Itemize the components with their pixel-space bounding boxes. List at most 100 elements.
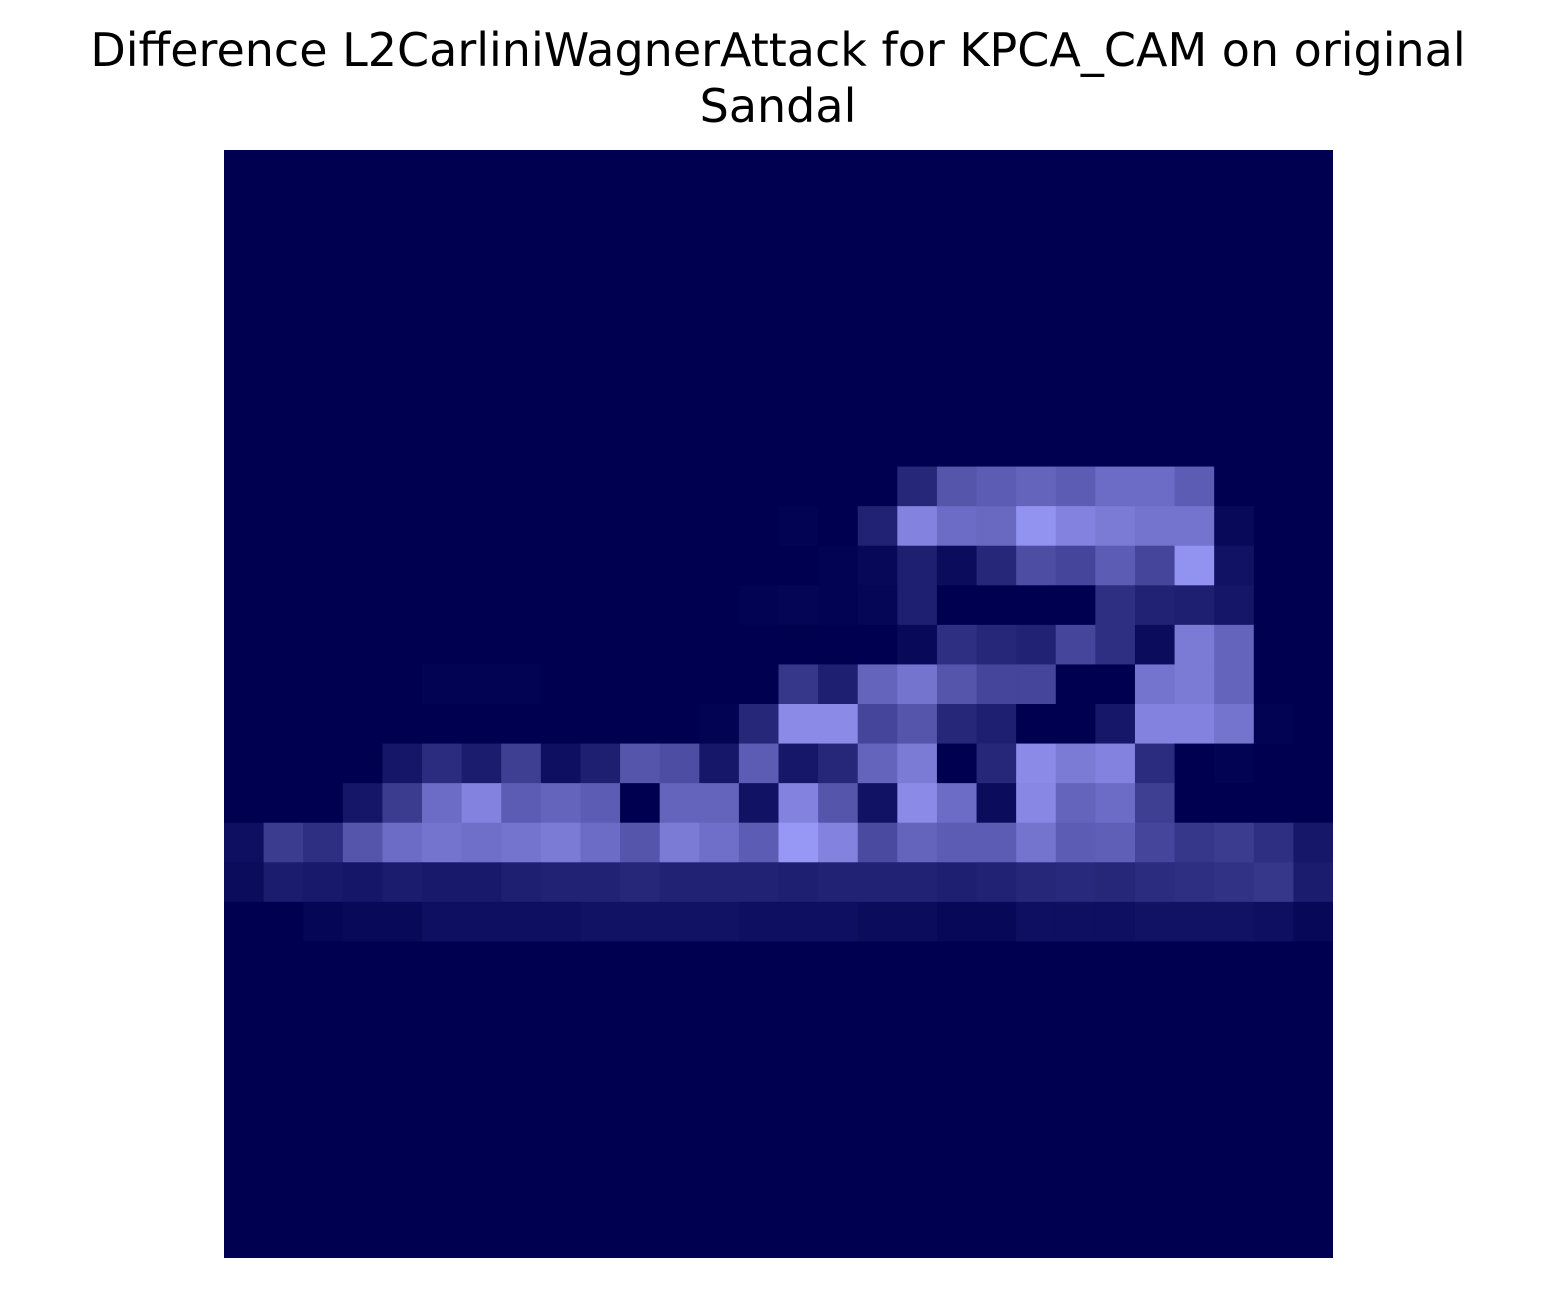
heatmap-cell [1253,150,1294,191]
heatmap-cell [620,783,661,824]
heatmap-cell [224,308,265,349]
heatmap-cell [1134,466,1176,507]
heatmap-cell [1214,466,1255,507]
heatmap-cell [224,1139,265,1180]
heatmap-cell [1134,664,1176,705]
heatmap-cell [1055,308,1096,349]
heatmap-cell [1293,941,1333,982]
heatmap-cell [540,229,582,270]
heatmap-cell [342,1060,384,1101]
heatmap-cell [263,545,304,586]
heatmap-cell [897,268,938,309]
heatmap-cell [1174,981,1215,1022]
heatmap-cell [936,901,978,943]
heatmap-cell [1095,981,1136,1022]
heatmap-cell [1174,189,1215,230]
heatmap-cell [263,822,304,863]
heatmap-cell [342,981,384,1022]
heatmap-cell [778,941,819,982]
heatmap-cell [1134,268,1176,309]
heatmap-cell [976,704,1017,745]
heatmap-cell [699,664,740,705]
heatmap-cell [1174,229,1215,270]
heatmap-cell [699,1139,740,1180]
heatmap-cell [382,506,423,547]
heatmap-cell [1016,941,1057,982]
heatmap-cell [263,466,304,507]
heatmap-cell [1016,268,1057,309]
heatmap-cell [422,624,463,666]
heatmap-cell [382,1099,423,1140]
heatmap-cell [1134,387,1176,428]
heatmap-cell [422,1099,463,1140]
heatmap-cell [1174,150,1215,191]
heatmap-cell [699,743,740,784]
heatmap-cell [303,268,344,309]
heatmap-cell [461,1139,502,1180]
heatmap-cell [1174,347,1215,389]
heatmap-cell [461,1060,502,1101]
heatmap-cell [1253,1099,1294,1140]
heatmap-cell [1055,545,1096,586]
heatmap-cell [461,1178,502,1220]
heatmap-cell [1214,862,1255,903]
heatmap-cell [303,1060,344,1101]
heatmap-cell [1134,506,1176,547]
heatmap-cell [540,585,582,626]
heatmap-cell [897,466,938,507]
heatmap-cell [1055,1139,1096,1180]
heatmap-cell [897,664,938,705]
heatmap-cell [897,229,938,270]
heatmap-cell [1095,783,1136,824]
heatmap-cell [382,268,423,309]
heatmap-cell [1055,506,1096,547]
heatmap-cell [1253,545,1294,586]
heatmap-cell [1055,466,1096,507]
heatmap-cell [1174,506,1215,547]
heatmap-cell [976,308,1017,349]
heatmap-cell [620,1099,661,1140]
heatmap-cell [620,704,661,745]
heatmap-cell [540,506,582,547]
heatmap-cell [1293,466,1333,507]
heatmap-cell [540,308,582,349]
heatmap-cell [540,1099,582,1140]
heatmap-cell [897,150,938,191]
heatmap-cell [422,189,463,230]
heatmap-cell [620,150,661,191]
heatmap-cell [1174,545,1215,586]
heatmap-cell [580,387,621,428]
heatmap-cell [382,1218,423,1258]
heatmap-cell [461,1020,502,1061]
heatmap-cell [501,1060,542,1101]
heatmap-cell [738,1099,780,1140]
heatmap-cell [303,1020,344,1061]
heatmap-cell [580,229,621,270]
heatmap-cell [342,1218,384,1258]
heatmap-cell [699,981,740,1022]
heatmap-cell [342,862,384,903]
heatmap-cell [1253,862,1294,903]
heatmap-cell [778,1060,819,1101]
heatmap-cell [1016,981,1057,1022]
heatmap-cell [620,1178,661,1220]
heatmap-cell [263,783,304,824]
heatmap-cell [461,387,502,428]
heatmap-cell [1095,229,1136,270]
heatmap-cell [818,150,859,191]
heatmap-cell [461,941,502,982]
heatmap-cell [738,427,780,468]
heatmap-cell [699,347,740,389]
heatmap-cell [224,347,265,389]
heatmap-cell [382,862,423,903]
heatmap-cell [738,941,780,982]
heatmap-cell [303,150,344,191]
heatmap-cell [382,427,423,468]
heatmap-cell [1055,150,1096,191]
heatmap-cell [778,308,819,349]
heatmap-cell [461,783,502,824]
heatmap-cell [818,981,859,1022]
heatmap-cell [857,901,898,943]
heatmap-cell [224,427,265,468]
heatmap-cell [1293,901,1333,943]
